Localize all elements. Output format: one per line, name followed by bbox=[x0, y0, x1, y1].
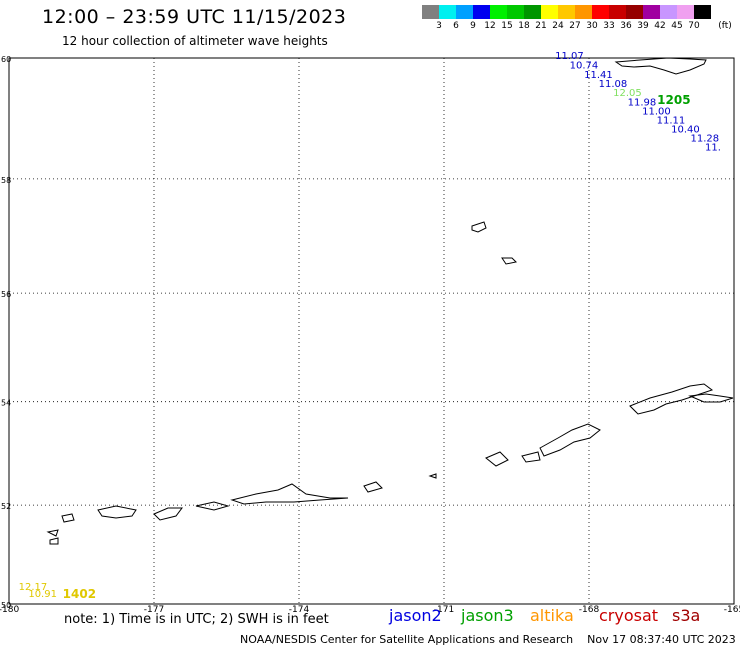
legend-swatch bbox=[592, 5, 609, 19]
lat-tick-label: 56 bbox=[1, 290, 11, 299]
landmass-outline bbox=[471, 221, 487, 233]
satellite-label-s3a: s3a bbox=[672, 606, 701, 625]
legend-swatch bbox=[626, 5, 643, 19]
landmass-outline bbox=[195, 501, 230, 511]
legend-label: 9 bbox=[470, 21, 476, 31]
wave-height-label: 11.98 bbox=[628, 97, 657, 108]
legend-label: 21 bbox=[535, 21, 547, 31]
legend-labels: 3 6 9 12 15 18 21 24 27 30 33 36 39 42 45 70 (ft) bbox=[422, 19, 732, 33]
legend-swatch bbox=[558, 5, 575, 19]
wave-height-label: 10.74 bbox=[570, 61, 599, 72]
legend-swatch bbox=[490, 5, 507, 19]
lon-tick-label: -168 bbox=[579, 605, 600, 615]
landmass-outline bbox=[46, 529, 59, 537]
legend-swatch bbox=[609, 5, 626, 19]
legend-swatch bbox=[524, 5, 541, 19]
landmass-outline bbox=[629, 383, 714, 415]
landmass-outline bbox=[153, 507, 183, 521]
landmass-outline bbox=[428, 473, 437, 479]
wave-height-label: 12.05 bbox=[613, 88, 642, 99]
wave-height-label: 11.11 bbox=[657, 116, 686, 127]
track-jason2: 11.0710.7411.4111.0811.9811.0011.1110.40… bbox=[555, 51, 721, 153]
legend-swatch bbox=[456, 5, 473, 19]
legend-label: 6 bbox=[453, 21, 459, 31]
track-time-label: 1205 bbox=[657, 93, 690, 107]
legend-swatch bbox=[660, 5, 677, 19]
landmass-outline bbox=[539, 423, 601, 457]
legend-label: 15 bbox=[501, 21, 513, 31]
legend-swatch bbox=[643, 5, 660, 19]
satellite-label-jason2: jason2 bbox=[389, 606, 442, 625]
wave-height-label: 11.28 bbox=[691, 134, 720, 145]
chart-subtitle: 12 hour collection of altimeter wave hei… bbox=[62, 34, 328, 48]
lon-tick-label: -171 bbox=[434, 605, 454, 615]
legend-swatch bbox=[677, 5, 694, 19]
legend-swatch bbox=[694, 5, 711, 19]
wave-height-label: 11.08 bbox=[599, 79, 628, 90]
landmass-outline bbox=[230, 483, 349, 505]
wave-height-label: 11.07 bbox=[555, 51, 584, 62]
plot-frame bbox=[8, 57, 735, 605]
lon-tick-label: -180 bbox=[0, 605, 19, 615]
legend-swatch bbox=[439, 5, 456, 19]
legend-label: 18 bbox=[518, 21, 530, 31]
legend-label: 42 bbox=[654, 21, 666, 31]
lat-tick-label: 54 bbox=[1, 399, 11, 408]
lon-tick-label: -174 bbox=[289, 605, 310, 615]
satellite-label-altika: altika bbox=[530, 606, 574, 625]
satellite-label-jason3: jason3 bbox=[461, 606, 514, 625]
lat-tick-label: 50 bbox=[1, 601, 11, 610]
wave-height-label: 11. bbox=[705, 142, 721, 153]
landmass-outline bbox=[61, 513, 75, 523]
landmass-outline bbox=[501, 257, 518, 265]
footer-source: NOAA/NESDIS Center for Satellite Applica… bbox=[240, 633, 574, 646]
footer-timestamp: Nov 17 08:37:40 UTC 2023 bbox=[587, 633, 736, 646]
landmass-outline bbox=[97, 505, 137, 519]
lat-tick-label: 52 bbox=[1, 502, 11, 511]
legend-swatch bbox=[422, 5, 439, 19]
legend-unit: (ft) bbox=[718, 21, 732, 31]
landmass-outline bbox=[485, 451, 509, 467]
legend-swatch bbox=[473, 5, 490, 19]
landmass-outline bbox=[521, 451, 541, 463]
wave-height-label: 10.40 bbox=[671, 125, 700, 136]
landmass-outline bbox=[49, 537, 59, 545]
wave-height-label: 12.17 bbox=[19, 582, 48, 593]
legend-label: 30 bbox=[586, 21, 598, 31]
lon-tick-label: -165 bbox=[724, 605, 740, 615]
lat-tick-label: 60 bbox=[1, 55, 11, 64]
legend-label: 12 bbox=[484, 21, 496, 31]
track-time-label: 1402 bbox=[63, 587, 96, 601]
legend-label: 36 bbox=[620, 21, 632, 31]
lon-tick-label: -177 bbox=[144, 605, 164, 615]
legend-label: 33 bbox=[603, 21, 615, 31]
footer: NOAA/NESDIS Center for Satellite Applica… bbox=[240, 633, 736, 646]
landmass-outline bbox=[688, 393, 734, 403]
lat-tick-label: 58 bbox=[1, 176, 11, 185]
wave-height-label: 11.41 bbox=[584, 70, 613, 81]
legend-label: 24 bbox=[552, 21, 564, 31]
legend-label: 27 bbox=[569, 21, 581, 31]
legend-swatches bbox=[422, 5, 711, 19]
landmass-outline bbox=[614, 57, 707, 75]
chart-title: 12:00 – 23:59 UTC 11/15/2023 bbox=[42, 6, 347, 28]
wave-height-label: 11.00 bbox=[642, 106, 671, 117]
legend-label: 45 bbox=[671, 21, 683, 31]
note-text: note: 1) Time is in UTC; 2) SWH is in fe… bbox=[64, 612, 329, 627]
legend-label: 3 bbox=[436, 21, 442, 31]
legend-label: 70 bbox=[688, 21, 700, 31]
satellite-label-cryosat: cryosat bbox=[599, 606, 659, 625]
legend-swatch bbox=[575, 5, 592, 19]
legend-label: 39 bbox=[637, 21, 649, 31]
color-legend: 3 6 9 12 15 18 21 24 27 30 33 36 39 42 45 70 (ft) bbox=[422, 5, 732, 33]
track-jason3: 12.05 1205 bbox=[613, 88, 690, 107]
wave-height-label: 10.91 bbox=[28, 589, 57, 600]
legend-swatch bbox=[507, 5, 524, 19]
landmass-outline bbox=[363, 481, 383, 493]
coastline bbox=[46, 57, 734, 545]
legend-swatch bbox=[541, 5, 558, 19]
